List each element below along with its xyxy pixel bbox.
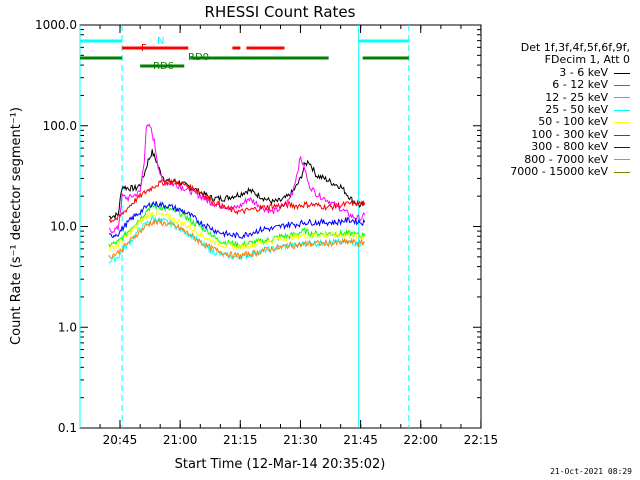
legend-swatch xyxy=(614,172,630,173)
legend-swatch xyxy=(614,73,630,74)
legend-swatch xyxy=(614,85,630,86)
x-tick-label: 20:45 xyxy=(103,433,138,447)
status-flags: NF RD0 RD6 xyxy=(80,36,409,72)
x-tick-label: 21:00 xyxy=(163,433,198,447)
time-markers xyxy=(80,25,409,428)
series-lines xyxy=(109,124,365,262)
legend-entry: 6 - 12 keV xyxy=(484,79,630,91)
legend-swatch xyxy=(614,147,630,148)
x-tick-label: 22:15 xyxy=(464,433,499,447)
y-tick-label: 10.0 xyxy=(50,220,77,234)
y-axis-ticks: 0.1 1.0 10.0 100.0 1000.0 xyxy=(35,18,481,435)
chart-title: RHESSI Count Rates xyxy=(205,3,356,21)
legend-entry-label: 6 - 12 keV xyxy=(552,79,608,91)
flag-f-label: F xyxy=(141,43,147,54)
legend-swatch xyxy=(614,159,630,160)
legend-entry: 7000 - 15000 keV xyxy=(484,166,630,178)
timestamp: 21-Oct-2021 08:29 xyxy=(550,467,632,476)
flag-n-label: N xyxy=(157,36,164,47)
legend: Det 1f,3f,4f,5f,6f,9f, FDecim 1, Att 0 3… xyxy=(484,42,630,178)
series-800-7000-kev xyxy=(109,219,365,258)
x-tick-label: 21:30 xyxy=(283,433,318,447)
legend-swatch xyxy=(614,122,630,123)
legend-entry: 50 - 100 keV xyxy=(484,116,630,128)
y-tick-label: 1.0 xyxy=(58,320,77,334)
legend-entry-label: 300 - 800 keV xyxy=(531,141,608,153)
legend-entry-label: 7000 - 15000 keV xyxy=(510,166,608,178)
legend-entries: 3 - 6 keV 6 - 12 keV 12 - 25 keV 25 - 50 ke… xyxy=(484,67,630,179)
x-axis-ticks: 20:45 21:00 21:15 21:30 21:45 22:00 22:15 xyxy=(80,25,498,447)
flag-rd0-label: RD0 xyxy=(188,52,209,63)
legend-swatch xyxy=(614,97,630,98)
legend-swatch xyxy=(614,110,630,111)
x-tick-label: 22:00 xyxy=(403,433,438,447)
y-tick-label: 0.1 xyxy=(58,421,77,435)
y-tick-label: 1000.0 xyxy=(35,18,77,32)
x-tick-label: 21:15 xyxy=(223,433,258,447)
flag-rd6-label: RD6 xyxy=(153,61,174,72)
x-tick-label: 21:45 xyxy=(343,433,378,447)
legend-entry-label: 50 - 100 keV xyxy=(538,116,608,128)
legend-header-line2: FDecim 1, Att 0 xyxy=(484,54,630,66)
y-axis-label: Count Rate (s⁻¹ detector segment⁻¹) xyxy=(9,107,24,345)
legend-swatch xyxy=(614,135,630,136)
x-axis-label: Start Time (12-Mar-14 20:35:02) xyxy=(175,457,386,472)
y-tick-label: 100.0 xyxy=(43,119,77,133)
legend-entry: 300 - 800 keV xyxy=(484,141,630,153)
